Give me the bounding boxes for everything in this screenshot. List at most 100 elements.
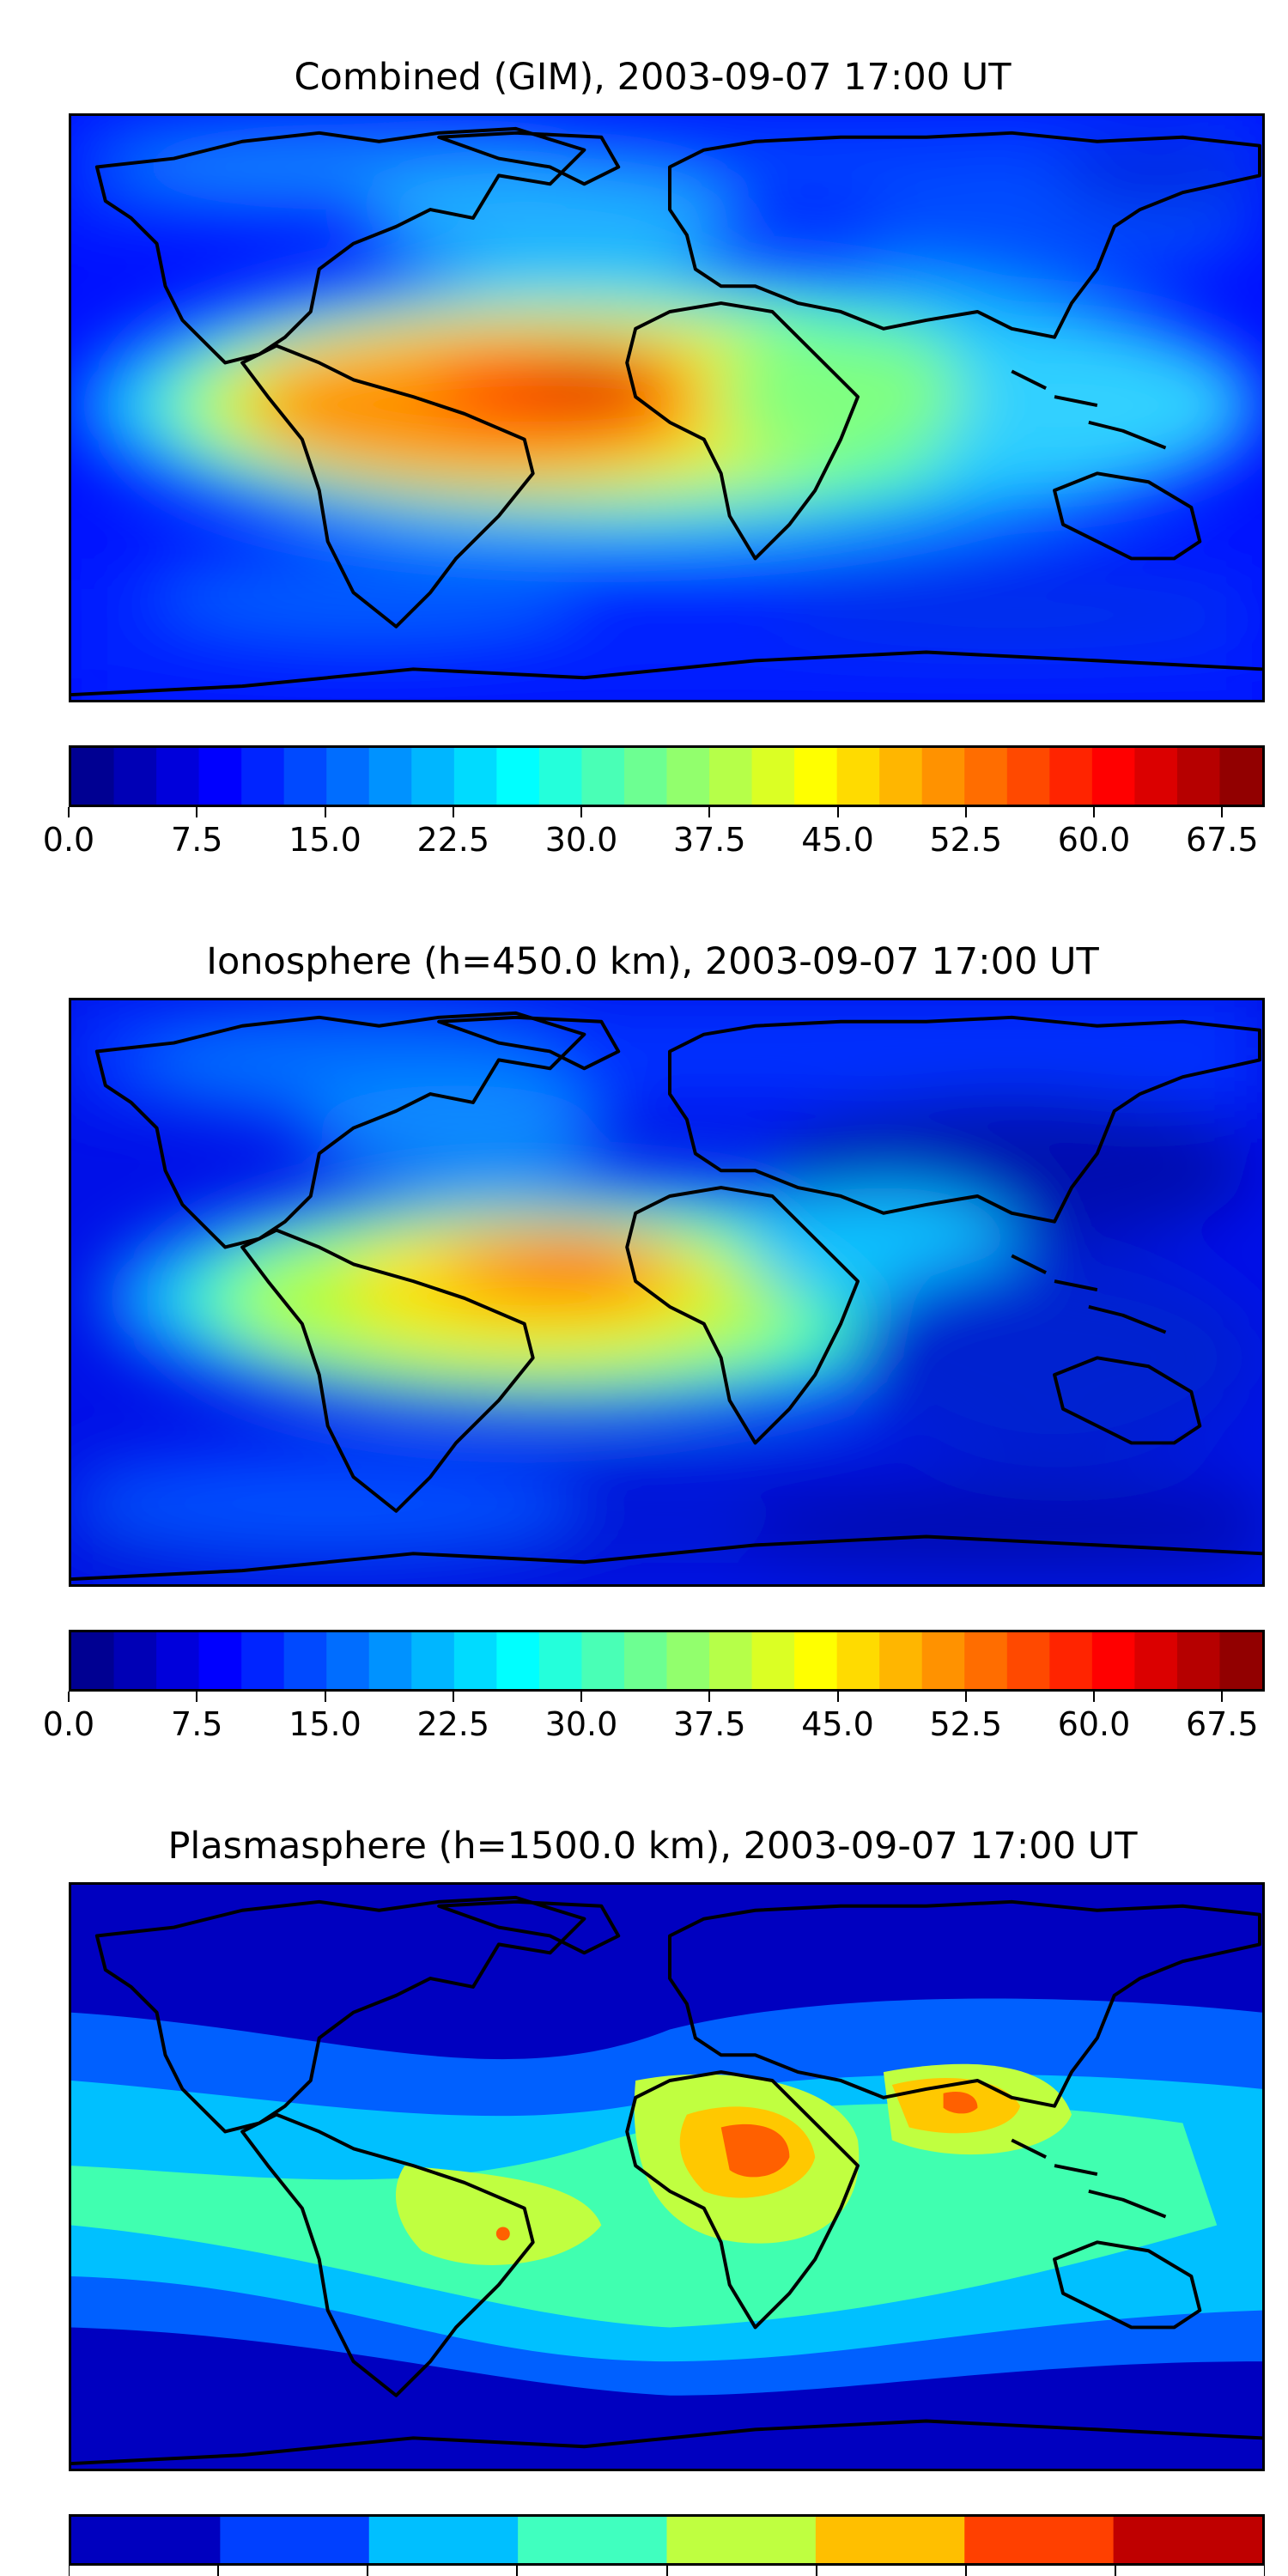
colorbar-level: [496, 1632, 540, 1689]
colorbar-level: [964, 2517, 1115, 2563]
colorbar-tick: [516, 2566, 519, 2576]
colorbar-level: [836, 1632, 880, 1689]
panel-3-colorbar-ticks: 0.02.55.07.510.012.515.017.520.0: [69, 2566, 1265, 2576]
colorbar-level: [709, 748, 753, 805]
colorbar-tick-label: 37.5: [672, 821, 746, 859]
panel-3-colorbar: [69, 2514, 1265, 2566]
colorbar-level: [71, 2517, 221, 2563]
colorbar-level: [1049, 1632, 1093, 1689]
colorbar-tick: [665, 2566, 668, 2576]
colorbar-tick: [217, 2566, 220, 2576]
colorbar-tick: [836, 1692, 839, 1702]
colorbar-level: [71, 1632, 115, 1689]
colorbar-level: [1219, 748, 1262, 805]
panel-3-tec-field: [71, 1885, 1262, 2469]
colorbar-tick: [964, 2566, 967, 2576]
colorbar-level: [241, 748, 285, 805]
colorbar-tick: [452, 1692, 454, 1702]
colorbar-level: [156, 748, 200, 805]
panel-1-coastlines: [71, 126, 1262, 697]
colorbar-tick: [196, 807, 198, 817]
colorbar-level: [751, 1632, 795, 1689]
colorbar-tick-label: 22.5: [416, 1705, 490, 1743]
panel-2-colorbar-ticks: 0.0 7.5 15.0 22.5 30.0 37.5 45.0 52.5 60.0 67.5: [43, 1692, 1265, 1743]
colorbar-level: [921, 1632, 965, 1689]
colorbar-tick: [324, 807, 326, 817]
colorbar-level: [879, 1632, 923, 1689]
colorbar-tick: [1093, 807, 1095, 817]
colorbar-level: [156, 1632, 200, 1689]
colorbar-tick: [1264, 2566, 1265, 2576]
colorbar-tick: [1093, 1692, 1095, 1702]
colorbar-level: [411, 1632, 455, 1689]
colorbar-tick: [580, 807, 582, 817]
colorbar-tick-label: 7.5: [171, 1705, 223, 1743]
panel-1-colorbar: [69, 745, 1265, 807]
colorbar-level: [1049, 748, 1093, 805]
colorbar-tick: [452, 807, 454, 817]
colorbar-level: [1091, 748, 1135, 805]
colorbar-level: [836, 748, 880, 805]
panel-1-colorbar-ticks: 0.0 7.5 15.0 22.5 30.0 37.5 45.0 52.5 60.0 67.5: [43, 807, 1265, 859]
colorbar-level: [921, 748, 965, 805]
colorbar-level: [1134, 1632, 1178, 1689]
colorbar-tick-label: 37.5: [672, 1705, 746, 1743]
colorbar-tick-label: 60.0: [1057, 1705, 1131, 1743]
colorbar-level: [198, 748, 242, 805]
colorbar-tick: [196, 1692, 198, 1702]
colorbar-level: [1006, 748, 1050, 805]
colorbar-tick: [815, 2566, 817, 2576]
panel-1-map: [69, 113, 1265, 702]
colorbar-level: [113, 1632, 157, 1689]
colorbar-tick-label: 15.0: [289, 1705, 361, 1743]
panel-2-colorbar: [69, 1630, 1265, 1692]
colorbar-level: [1006, 1632, 1050, 1689]
colorbar-level: [1091, 1632, 1135, 1689]
colorbar-tick-label: 52.5: [929, 821, 1003, 859]
colorbar-level: [1113, 2517, 1262, 2563]
colorbar-level: [879, 748, 923, 805]
colorbar-level: [496, 748, 540, 805]
colorbar-level: [1176, 1632, 1221, 1689]
colorbar-tick-label: 30.0: [544, 821, 618, 859]
colorbar-level: [326, 1632, 370, 1689]
colorbar-level: [283, 748, 327, 805]
colorbar-level: [326, 748, 370, 805]
colorbar-tick-label: 7.5: [171, 821, 223, 859]
colorbar-tick: [708, 807, 711, 817]
colorbar-level: [538, 1632, 583, 1689]
panel-2-tec-field: [71, 1000, 1262, 1584]
colorbar-level: [368, 2517, 519, 2563]
colorbar-tick-label: 67.5: [1185, 821, 1259, 859]
colorbar-level: [198, 1632, 242, 1689]
colorbar-tick-label: 22.5: [416, 821, 490, 859]
panel-2-colorbar-gradient: [71, 1632, 1262, 1689]
colorbar-level: [411, 748, 455, 805]
colorbar-level: [241, 1632, 285, 1689]
colorbar-level: [113, 748, 157, 805]
colorbar-level: [538, 748, 583, 805]
panel-3-map: [69, 1882, 1265, 2471]
colorbar-level: [623, 748, 668, 805]
colorbar-tick-label: 30.0: [544, 1705, 618, 1743]
colorbar-tick: [68, 1692, 70, 1702]
panel-1-title: Combined (GIM), 2003-09-07 17:00 UT: [294, 56, 1012, 99]
colorbar-level: [453, 748, 497, 805]
colorbar-level: [1176, 748, 1221, 805]
colorbar-tick-label: 0.0: [42, 821, 95, 859]
colorbar-level: [453, 1632, 497, 1689]
colorbar-level: [71, 748, 115, 805]
colorbar-level: [623, 1632, 668, 1689]
colorbar-level: [1134, 748, 1178, 805]
colorbar-level: [964, 748, 1008, 805]
colorbar-level: [581, 748, 625, 805]
colorbar-tick: [367, 2566, 369, 2576]
colorbar-level: [368, 748, 412, 805]
colorbar-tick: [964, 1692, 967, 1702]
colorbar-tick-label: 45.0: [801, 1705, 874, 1743]
panel-2-map: [69, 998, 1265, 1587]
colorbar-tick: [580, 1692, 582, 1702]
colorbar-tick-label: 52.5: [929, 1705, 1003, 1743]
colorbar-tick: [1221, 1692, 1224, 1702]
colorbar-tick: [1221, 807, 1224, 817]
